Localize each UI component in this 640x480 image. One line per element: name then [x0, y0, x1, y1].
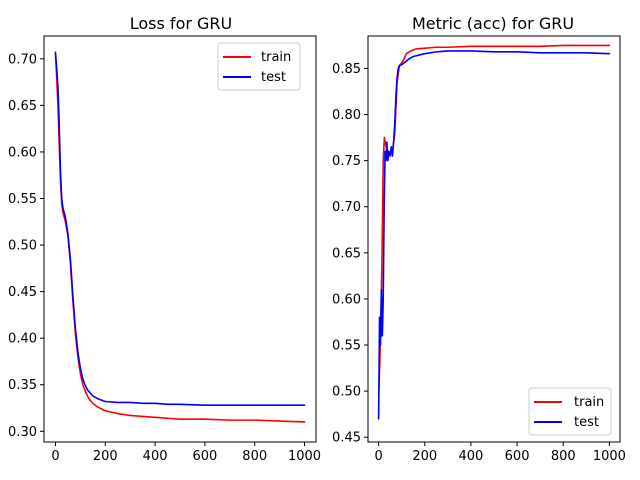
metric-legend-box	[528, 387, 612, 436]
metric-ytick-label-1: 0.50	[332, 385, 361, 400]
metric-xtick-label-200: 200	[412, 449, 437, 464]
metric-plot-content: 0 200 400 600 800 1000 0.45 0.50 0.55 0.60 0.65 0.7…	[332, 44, 626, 464]
metric-plot-frame	[367, 35, 621, 443]
metric-legend: train test	[528, 387, 612, 436]
loss-legend-test-label: test	[261, 70, 286, 85]
loss-legend-box	[217, 42, 301, 91]
loss-ytick-label-3: 0.45	[8, 285, 37, 300]
loss-series-test-line	[54, 51, 306, 407]
loss-ytick-label-6: 0.60	[8, 145, 37, 160]
metric-xtick-label-400: 400	[459, 449, 484, 464]
metric-legend-test-label: test	[574, 415, 599, 430]
loss-ytick-label-2: 0.40	[8, 332, 37, 347]
loss-legend: train test	[217, 42, 301, 91]
metric-panel: Metric (acc) for GRU 0 200 400 600 800 1000 0.…	[332, 14, 626, 464]
metric-ytick-label-8: 0.85	[332, 62, 361, 77]
loss-chart-title: Loss for GRU	[130, 14, 233, 33]
loss-legend-train-label: train	[261, 50, 291, 65]
metric-xtick-label-600: 600	[505, 449, 530, 464]
loss-ytick-label-7: 0.65	[8, 99, 37, 114]
loss-ytick-label-4: 0.50	[8, 239, 37, 254]
loss-ytick-label-8: 0.70	[8, 52, 37, 67]
loss-xtick-label-600: 600	[192, 449, 217, 464]
loss-ytick-label-5: 0.55	[8, 192, 37, 207]
metric-ytick-label-4: 0.65	[332, 246, 361, 261]
metric-ytick-label-2: 0.55	[332, 339, 361, 354]
metric-ytick-label-7: 0.80	[332, 108, 361, 123]
metric-series-test-line	[377, 50, 611, 420]
loss-xtick-label-800: 800	[242, 449, 267, 464]
metric-ytick-label-6: 0.75	[332, 154, 361, 169]
metric-xtick-label-1000: 1000	[593, 449, 626, 464]
metric-ytick-label-3: 0.60	[332, 292, 361, 307]
loss-plot-content: 0 200 400 600 800 1000 0.30 0.35 0.40 0.45 0.50 0.5…	[8, 51, 321, 464]
metric-chart-title: Metric (acc) for GRU	[412, 14, 574, 33]
metric-series-train-line	[377, 44, 611, 397]
metric-ytick-label-0: 0.45	[332, 431, 361, 446]
loss-ytick-label-0: 0.30	[8, 425, 37, 440]
loss-xtick-label-1000: 1000	[288, 449, 321, 464]
loss-plot-frame	[43, 35, 317, 443]
metric-legend-train-label: train	[574, 395, 604, 410]
loss-xtick-label-400: 400	[143, 449, 168, 464]
metric-ytick-label-5: 0.70	[332, 200, 361, 215]
loss-panel: Loss for GRU 0 200 400 600 800 1000 0.30 0.35 0.…	[8, 14, 321, 464]
loss-ytick-label-1: 0.35	[8, 378, 37, 393]
metric-xtick-label-0: 0	[374, 449, 382, 464]
loss-xtick-label-200: 200	[93, 449, 118, 464]
metric-xtick-label-800: 800	[551, 449, 576, 464]
loss-xtick-label-0: 0	[51, 449, 59, 464]
